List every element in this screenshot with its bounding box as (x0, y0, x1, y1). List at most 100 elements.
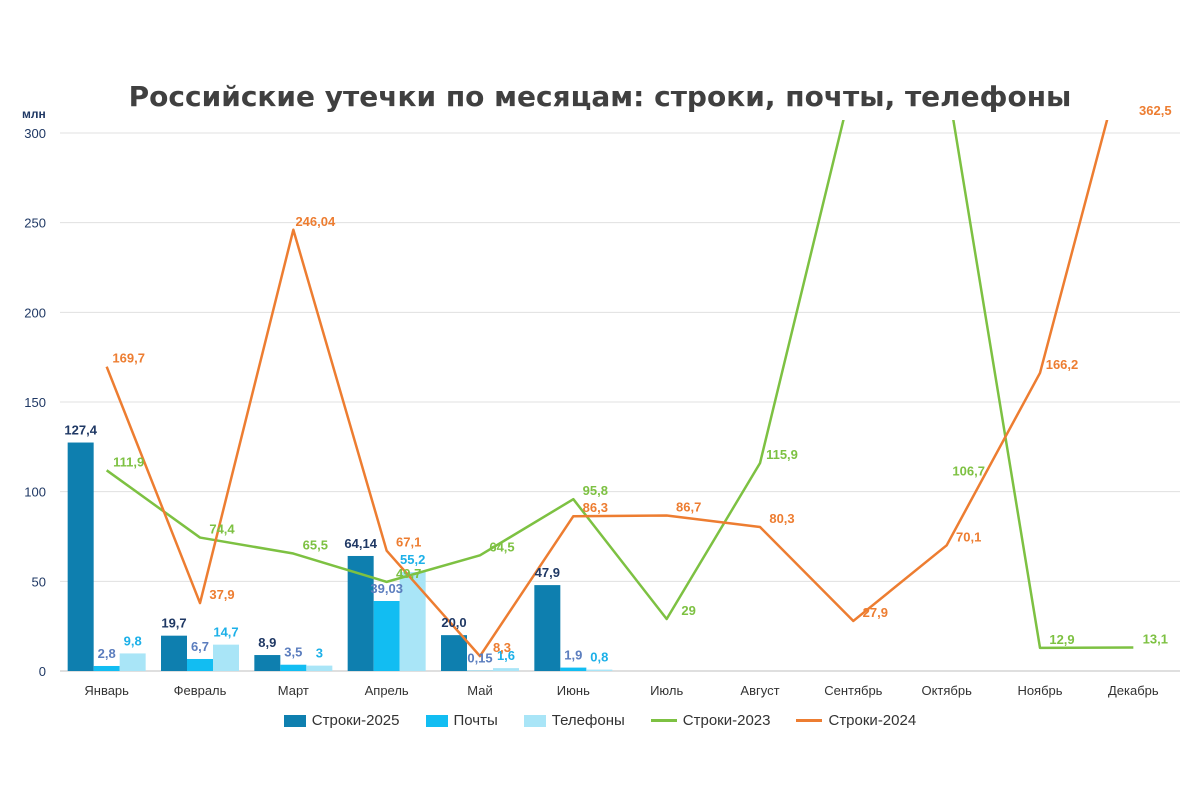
x-tick-label: Декабрь (1108, 683, 1159, 698)
bar (213, 644, 239, 671)
line-data-label: 13,1 (1143, 632, 1168, 647)
bar (399, 572, 426, 671)
x-tick-label: Май (467, 683, 492, 698)
line-data-label: 362,5 (1139, 103, 1172, 118)
line-data-label: 64,5 (489, 539, 514, 554)
y-tick-label: 100 (24, 485, 46, 500)
line-data-label: 95,8 (583, 483, 608, 498)
legend-swatch (796, 719, 823, 722)
bar-data-label: 3,5 (284, 645, 302, 660)
bar (280, 664, 307, 671)
line-data-label: 65,5 (303, 538, 328, 553)
x-tick-label: Февраль (174, 683, 227, 698)
legend-item: Строки-2024 (796, 712, 916, 729)
y-axis-unit-label: млн (22, 107, 46, 121)
y-tick-label: 150 (24, 395, 46, 410)
legend-label: Строки-2024 (828, 712, 917, 729)
x-tick-label: Март (278, 683, 309, 698)
bar-data-label: 1,6 (497, 648, 515, 663)
legend-swatch (425, 714, 448, 727)
bar (534, 585, 561, 671)
bar (306, 665, 333, 671)
x-tick-label: Июль (650, 683, 683, 698)
bar-data-label: 3 (316, 646, 323, 661)
legend-item: Телефоны (523, 712, 625, 729)
bar-data-label: 47,9 (535, 565, 560, 580)
line-data-label: 49,7 (396, 566, 421, 581)
x-tick-label: Сентябрь (824, 683, 882, 698)
legend-label: Строки-2023 (682, 712, 771, 729)
chart-title: Российские утечки по месяцам: строки, по… (128, 80, 1072, 113)
line-data-label: 246,04 (295, 214, 336, 229)
legend: Строки-2025 Почты Телефоны Строки-2023 Строк… (0, 712, 1200, 729)
line-data-label: 12,9 (1049, 632, 1074, 647)
bar (119, 653, 146, 671)
legend-label: Почты (453, 712, 498, 729)
legend-label: Строки-2025 (311, 712, 400, 729)
bar (373, 601, 400, 671)
bar-data-label: 2,8 (98, 646, 116, 661)
bar-data-label: 0,15 (467, 651, 492, 666)
line-data-label: 106,7 (952, 464, 985, 479)
line-data-label: 115,9 (766, 447, 798, 462)
line-series-2024 (105, 120, 1109, 658)
x-tick-label: Июнь (557, 683, 590, 698)
bar (493, 668, 519, 671)
line-data-label: 86,3 (583, 500, 608, 515)
bar (441, 635, 467, 671)
line-series-2023 (105, 120, 1134, 650)
line-data-label: 80,3 (769, 511, 794, 526)
bar-data-label: 1,9 (564, 648, 582, 663)
legend-item: Почты (425, 712, 498, 729)
data-labels: 127,4 19,7 8,9 64,14 20,0 47,9 2,8 6,7 3,5 39,03 0… (64, 103, 1171, 666)
line-data-label: 169,7 (112, 351, 145, 366)
line-data-label: 86,7 (676, 500, 701, 515)
legend-swatch (283, 714, 306, 727)
line-data-label: 111,9 (113, 454, 144, 469)
legend-label: Телефоны (551, 712, 625, 729)
y-tick-label: 250 (24, 216, 46, 231)
bar (93, 665, 120, 671)
legend-swatch (650, 719, 677, 722)
line-data-label: 8,3 (493, 640, 511, 655)
line-data-label: 29 (681, 603, 695, 618)
bar (67, 442, 94, 671)
line-data-label: 166,2 (1046, 357, 1079, 372)
y-tick-label: 300 (24, 126, 46, 141)
bar (187, 658, 213, 671)
bar (254, 655, 281, 671)
legend-swatch (523, 714, 546, 727)
line-data-label: 74,4 (209, 522, 235, 537)
bar-data-label: 64,14 (344, 536, 377, 551)
bar-data-label: 127,4 (64, 423, 97, 438)
legend-item: Строки-2025 (283, 712, 400, 729)
line-data-label: 70,1 (956, 529, 981, 544)
x-tick-label: Январь (84, 683, 129, 698)
bar (586, 669, 613, 671)
line-data-label: 27,9 (863, 605, 888, 620)
y-tick-label: 0 (39, 664, 46, 679)
x-tick-label: Ноябрь (1017, 683, 1062, 698)
y-tick-label: 50 (32, 574, 46, 589)
bar-data-label: 20,0 (441, 615, 466, 630)
bar-data-label: 9,8 (124, 633, 142, 648)
y-tick-label: 200 (24, 305, 46, 320)
axes: 0 50 100 150 200 250 300 млн Январь Февраль Март Ап… (22, 107, 1180, 698)
lines (105, 120, 1134, 658)
bar (560, 667, 587, 671)
x-tick-label: Август (740, 683, 779, 698)
bar-data-label: 55,2 (400, 552, 425, 567)
bar-data-label: 6,7 (191, 639, 209, 654)
bar-data-label: 39,03 (370, 581, 403, 596)
x-tick-label: Апрель (365, 683, 409, 698)
bar-data-label: 8,9 (258, 635, 276, 650)
bar-data-label: 14,7 (213, 625, 238, 640)
line-data-label: 67,1 (396, 535, 421, 550)
bar-data-label: 19,7 (161, 616, 186, 631)
bars (67, 442, 613, 671)
legend-item: Строки-2023 (650, 712, 771, 729)
bar-data-label: 0,8 (590, 650, 608, 665)
x-tick-label: Октябрь (921, 683, 972, 698)
line-data-label: 37,9 (209, 587, 234, 602)
